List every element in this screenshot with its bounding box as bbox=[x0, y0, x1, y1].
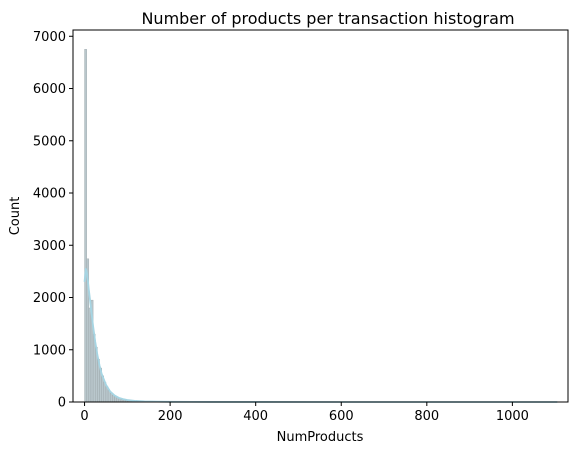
x-tick-label: 600 bbox=[329, 409, 354, 424]
x-tick-label: 1000 bbox=[496, 409, 529, 424]
y-tick-label: 5000 bbox=[33, 134, 66, 149]
x-tick-label: 200 bbox=[158, 409, 183, 424]
y-tick-label: 6000 bbox=[33, 82, 66, 97]
axes-frame bbox=[72, 29, 569, 403]
histogram-bar bbox=[114, 396, 117, 403]
y-axis-label: Count bbox=[8, 197, 23, 236]
y-tick-label: 3000 bbox=[33, 239, 66, 254]
y-tick-label: 4000 bbox=[33, 187, 66, 202]
y-tick-label: 1000 bbox=[33, 343, 66, 358]
y-tick-label: 2000 bbox=[33, 291, 66, 306]
x-axis-ticks: 0 200 400 600 800 1000 bbox=[80, 402, 529, 424]
histogram-bar bbox=[88, 307, 92, 403]
x-tick-label: 800 bbox=[414, 409, 439, 424]
x-tick-label: 0 bbox=[80, 409, 88, 424]
x-tick-label: 400 bbox=[243, 409, 268, 424]
y-tick-label: 0 bbox=[58, 396, 66, 411]
y-tick-label: 7000 bbox=[33, 30, 66, 45]
chart-title: Number of products per transaction histo… bbox=[141, 9, 514, 28]
x-axis-label: NumProducts bbox=[277, 430, 364, 445]
histogram-bar bbox=[110, 392, 113, 403]
y-axis-ticks: 0 1000 2000 3000 4000 5000 6000 7000 bbox=[33, 30, 73, 411]
histogram-bar bbox=[84, 49, 87, 403]
